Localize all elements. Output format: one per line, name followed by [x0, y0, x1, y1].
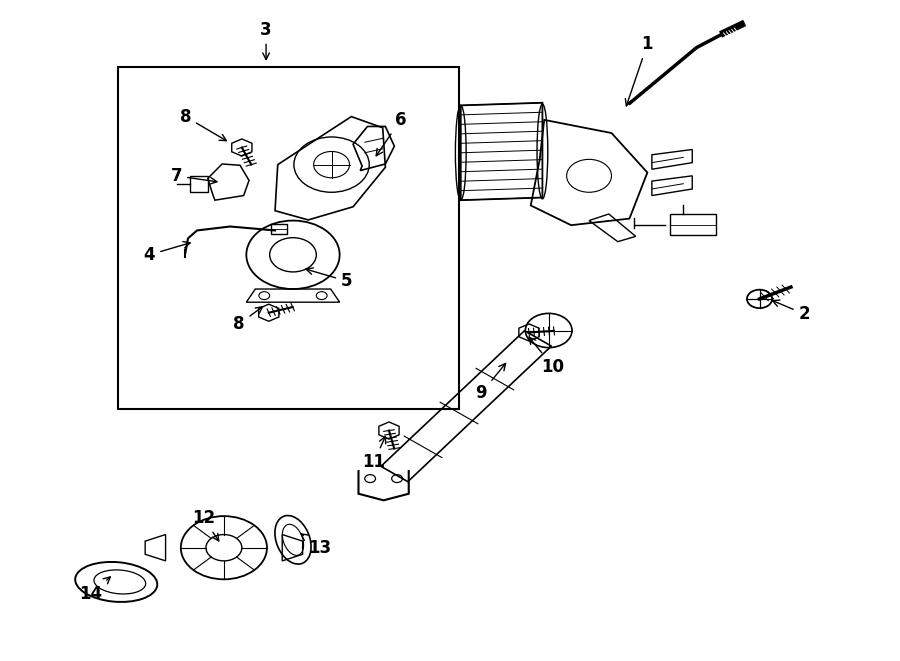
Text: 10: 10 — [529, 337, 564, 375]
Text: 12: 12 — [192, 509, 219, 541]
Text: 8: 8 — [233, 307, 263, 333]
Bar — [118, 67, 459, 409]
Text: 9: 9 — [475, 364, 506, 402]
Text: 8: 8 — [180, 108, 227, 141]
Text: 1: 1 — [626, 35, 653, 106]
Text: 2: 2 — [772, 300, 810, 323]
Text: 7: 7 — [170, 167, 217, 185]
Text: 14: 14 — [79, 577, 111, 603]
Text: 5: 5 — [306, 268, 353, 290]
Text: 11: 11 — [362, 436, 386, 471]
Text: 4: 4 — [144, 241, 190, 264]
Text: 3: 3 — [260, 20, 272, 59]
Text: 6: 6 — [376, 111, 407, 156]
Text: 13: 13 — [301, 534, 331, 557]
